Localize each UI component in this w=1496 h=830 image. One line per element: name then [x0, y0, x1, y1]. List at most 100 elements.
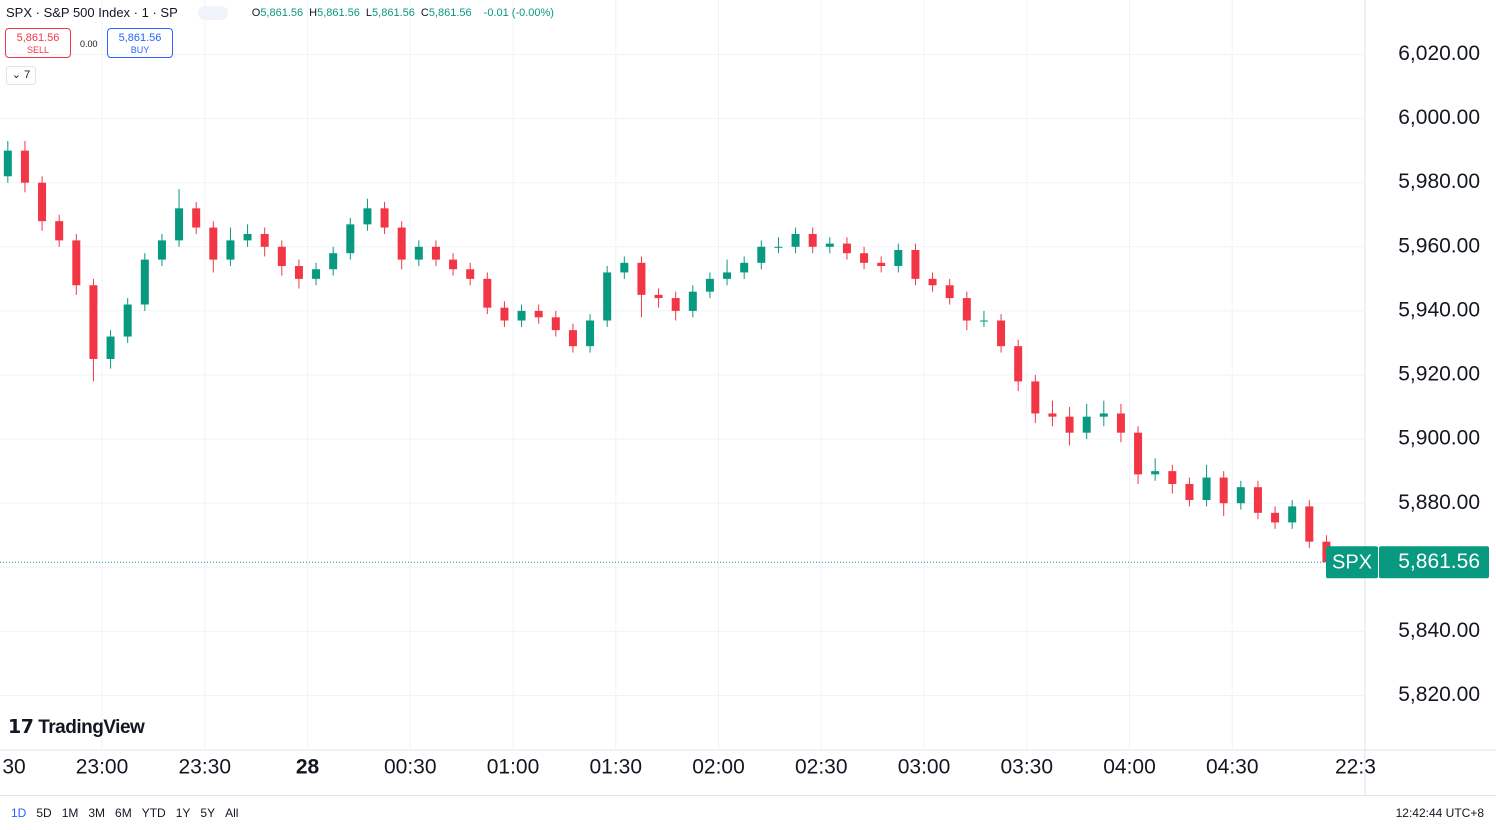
candle-body	[723, 272, 732, 279]
candle-body	[243, 233, 252, 241]
buy-price: 5,861.56	[118, 32, 162, 44]
candle-body	[791, 233, 800, 247]
x-tick-label: 01:00	[487, 756, 540, 779]
candle-body	[894, 250, 903, 267]
candle-body	[671, 298, 680, 311]
x-tick-label: 02:30	[795, 756, 848, 779]
candle-body	[1099, 413, 1108, 417]
candle-body	[534, 310, 543, 318]
candle-body	[517, 310, 526, 321]
candle-body	[431, 246, 440, 260]
logo[interactable]: 𝟭𝟳 TradingView	[8, 717, 145, 738]
toggle[interactable]	[197, 5, 228, 20]
change: -0.01 (-0.00%)	[483, 6, 554, 19]
chart: 5,820.005,840.005,860.005,880.005,900.00…	[0, 0, 1496, 795]
spread: 0.00	[80, 39, 98, 49]
candle-body	[757, 246, 766, 263]
candle-body	[1271, 512, 1280, 523]
candle-body	[1219, 477, 1228, 504]
candle-body	[1048, 413, 1057, 417]
candle-body	[962, 298, 971, 321]
candle-body	[380, 208, 389, 228]
candle-body	[997, 320, 1006, 347]
candle-body	[1168, 471, 1177, 484]
logo-text: TradingView	[38, 717, 145, 738]
candle-body	[586, 320, 595, 347]
ohlc-item: C5,861.56	[421, 7, 472, 19]
candle-body	[688, 291, 697, 311]
candle-body	[1288, 506, 1297, 523]
candle-body	[860, 253, 869, 263]
ohlc-item: H5,861.56	[309, 7, 360, 19]
x-tick-label: 23:30	[178, 756, 231, 779]
x-tick-label: 02:00	[692, 756, 745, 779]
ohlc-item: O5,861.56	[252, 7, 303, 19]
candle-body	[1116, 413, 1125, 433]
range-button[interactable]: 1Y	[175, 806, 191, 820]
candle-body	[1014, 346, 1023, 382]
y-tick-label: 5,980.00	[1398, 170, 1480, 193]
ohlc-key: C	[420, 6, 429, 19]
candle-body	[637, 262, 646, 295]
buy-label: BUY	[130, 45, 150, 55]
candle-body	[1185, 483, 1194, 500]
indicator-toggle[interactable]: ⌄ 7	[6, 66, 36, 85]
clock: 12:42:44 UTC+8	[1395, 806, 1484, 820]
candle-body	[3, 150, 12, 177]
candle-body	[979, 320, 988, 322]
x-tick-label: 23:00	[76, 756, 129, 779]
candle-body	[740, 262, 749, 273]
range-button[interactable]: All	[225, 806, 239, 820]
x-tick-label: 03:00	[898, 756, 951, 779]
sell-label: SELL	[26, 45, 50, 55]
y-tick-label: 5,840.00	[1398, 619, 1480, 642]
candle-body	[20, 150, 29, 183]
candle-body	[106, 336, 115, 359]
price-tag	[1379, 546, 1489, 579]
range-button[interactable]: 1M	[61, 806, 79, 820]
ohlc: O5,861.56 H5,861.56 L5,861.56 C5,861.56 -0.0…	[252, 7, 554, 19]
symbol-tag-text: SPX	[1332, 552, 1372, 574]
candle-body	[603, 272, 612, 321]
range-button[interactable]: 5Y	[200, 806, 216, 820]
range-button[interactable]: 3M	[88, 806, 106, 820]
candle-body	[363, 208, 372, 225]
sell-price: 5,861.56	[16, 32, 60, 44]
candle-body	[312, 269, 321, 279]
range-button[interactable]: YTD	[141, 806, 166, 820]
candle-body	[157, 240, 166, 260]
range-button[interactable]: 6M	[115, 806, 132, 820]
candle-body	[329, 253, 338, 270]
x-edge-label: 30	[2, 756, 25, 779]
x-tick-label: 03:30	[1000, 756, 1053, 779]
candle-body	[774, 246, 783, 248]
candle-body	[1236, 487, 1245, 504]
buy-button[interactable]: 5,861.56 BUY	[107, 28, 173, 58]
candle-body	[945, 285, 954, 299]
candle-body	[654, 294, 663, 299]
ohlc-values: O5,861.56 H5,861.56 L5,861.56 C5,861.56	[252, 7, 478, 19]
candle-body	[877, 262, 886, 267]
range-button[interactable]: 5D	[36, 806, 52, 820]
ohlc-key: O	[251, 6, 261, 19]
candle-body	[140, 259, 149, 305]
y-tick-label: 5,880.00	[1398, 491, 1480, 514]
candle-body	[466, 269, 475, 279]
y-tick-label: 5,960.00	[1398, 234, 1480, 257]
symbol-title[interactable]: SPX · S&P 500 Index · 1 · SP	[6, 5, 178, 20]
range-button[interactable]: 1D	[11, 806, 27, 820]
x-tick-label: 04:30	[1206, 756, 1259, 779]
candle-body	[808, 233, 817, 247]
candle-body	[1082, 416, 1091, 433]
x-tick-label: 28	[296, 756, 320, 779]
candle-body	[397, 227, 406, 260]
sell-button[interactable]: 5,861.56 SELL	[5, 28, 71, 58]
y-tick-label: 5,900.00	[1398, 427, 1480, 450]
y-tick-label: 5,920.00	[1398, 363, 1480, 386]
y-tick-label: 6,020.00	[1398, 42, 1480, 65]
ohlc-value: 5,861.56	[260, 6, 304, 19]
y-tick-label: 5,940.00	[1398, 298, 1480, 321]
candle-body	[1065, 416, 1074, 433]
ohlc-value: 5,861.56	[317, 6, 360, 19]
